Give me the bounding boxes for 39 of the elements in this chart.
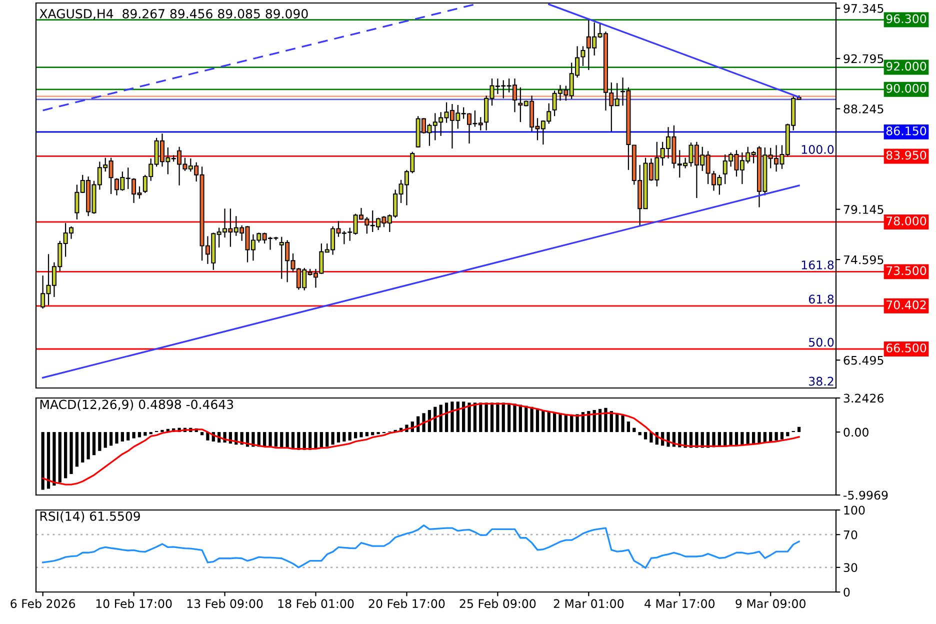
ref-line-label: 70.402 xyxy=(886,300,926,310)
x-tick-label: 25 Feb 09:00 xyxy=(460,598,536,608)
y-tick-label: 79.145 xyxy=(844,205,884,214)
annotation: 61.8 xyxy=(808,294,834,304)
annotation: 100.0 xyxy=(802,145,834,154)
x-tick-label: 9 Mar 09:00 xyxy=(736,599,806,608)
y-tick-label: 92.795 xyxy=(844,54,884,64)
y-tick-label: 88.245 xyxy=(844,104,884,114)
y-tick-label: 3.2426 xyxy=(844,394,884,403)
y-tick-label: 65.495 xyxy=(844,356,884,365)
x-tick-label: 6 Feb 2026 xyxy=(10,598,76,608)
y-tick-label: -5.9969 xyxy=(844,490,888,500)
x-tick-label: 13 Feb 09:00 xyxy=(187,598,263,608)
x-tick-label: 10 Feb 17:00 xyxy=(96,598,172,608)
ref-line-label: 86.150 xyxy=(886,126,926,136)
y-tick-label: 74.595 xyxy=(844,255,884,264)
y-tick-label: 0.00 xyxy=(844,428,868,437)
ref-line-label: 73.500 xyxy=(886,266,926,276)
y-tick-label: 97.345 xyxy=(844,4,884,13)
annotation: 161.8 xyxy=(802,260,834,270)
y-tick-label: 70 xyxy=(844,530,858,540)
chart-title: RSI(14) 61.5509 xyxy=(40,511,140,522)
x-tick-label: 2 Mar 01:00 xyxy=(554,599,624,608)
x-tick-label: 20 Feb 17:00 xyxy=(368,598,445,608)
ref-line-label: 90.000 xyxy=(886,84,926,93)
chart-title: MACD(12,26,9) 0.4898 -0.4643 xyxy=(40,399,234,411)
y-tick-label: 100 xyxy=(844,506,865,515)
text: 38.2 xyxy=(809,376,834,386)
x-tick-label: 18 Feb 01:00 xyxy=(278,598,354,608)
x-tick-label: 4 Mar 17:00 xyxy=(644,599,715,608)
ref-line-label: 78.000 xyxy=(886,216,926,226)
y-tick-label: 30 xyxy=(844,563,858,572)
ref-line-label: 83.950 xyxy=(886,150,926,160)
ref-line-label: 92.000 xyxy=(886,62,926,71)
ref-line-label: 96.300 xyxy=(886,14,926,24)
chart-title: XAGUSD,H4 89.267 89.456 89.085 89.090 xyxy=(40,8,308,20)
y-tick-label: 0 xyxy=(844,588,850,597)
ref-line-label: 66.500 xyxy=(886,344,926,352)
annotation: 50.0 xyxy=(809,338,834,347)
